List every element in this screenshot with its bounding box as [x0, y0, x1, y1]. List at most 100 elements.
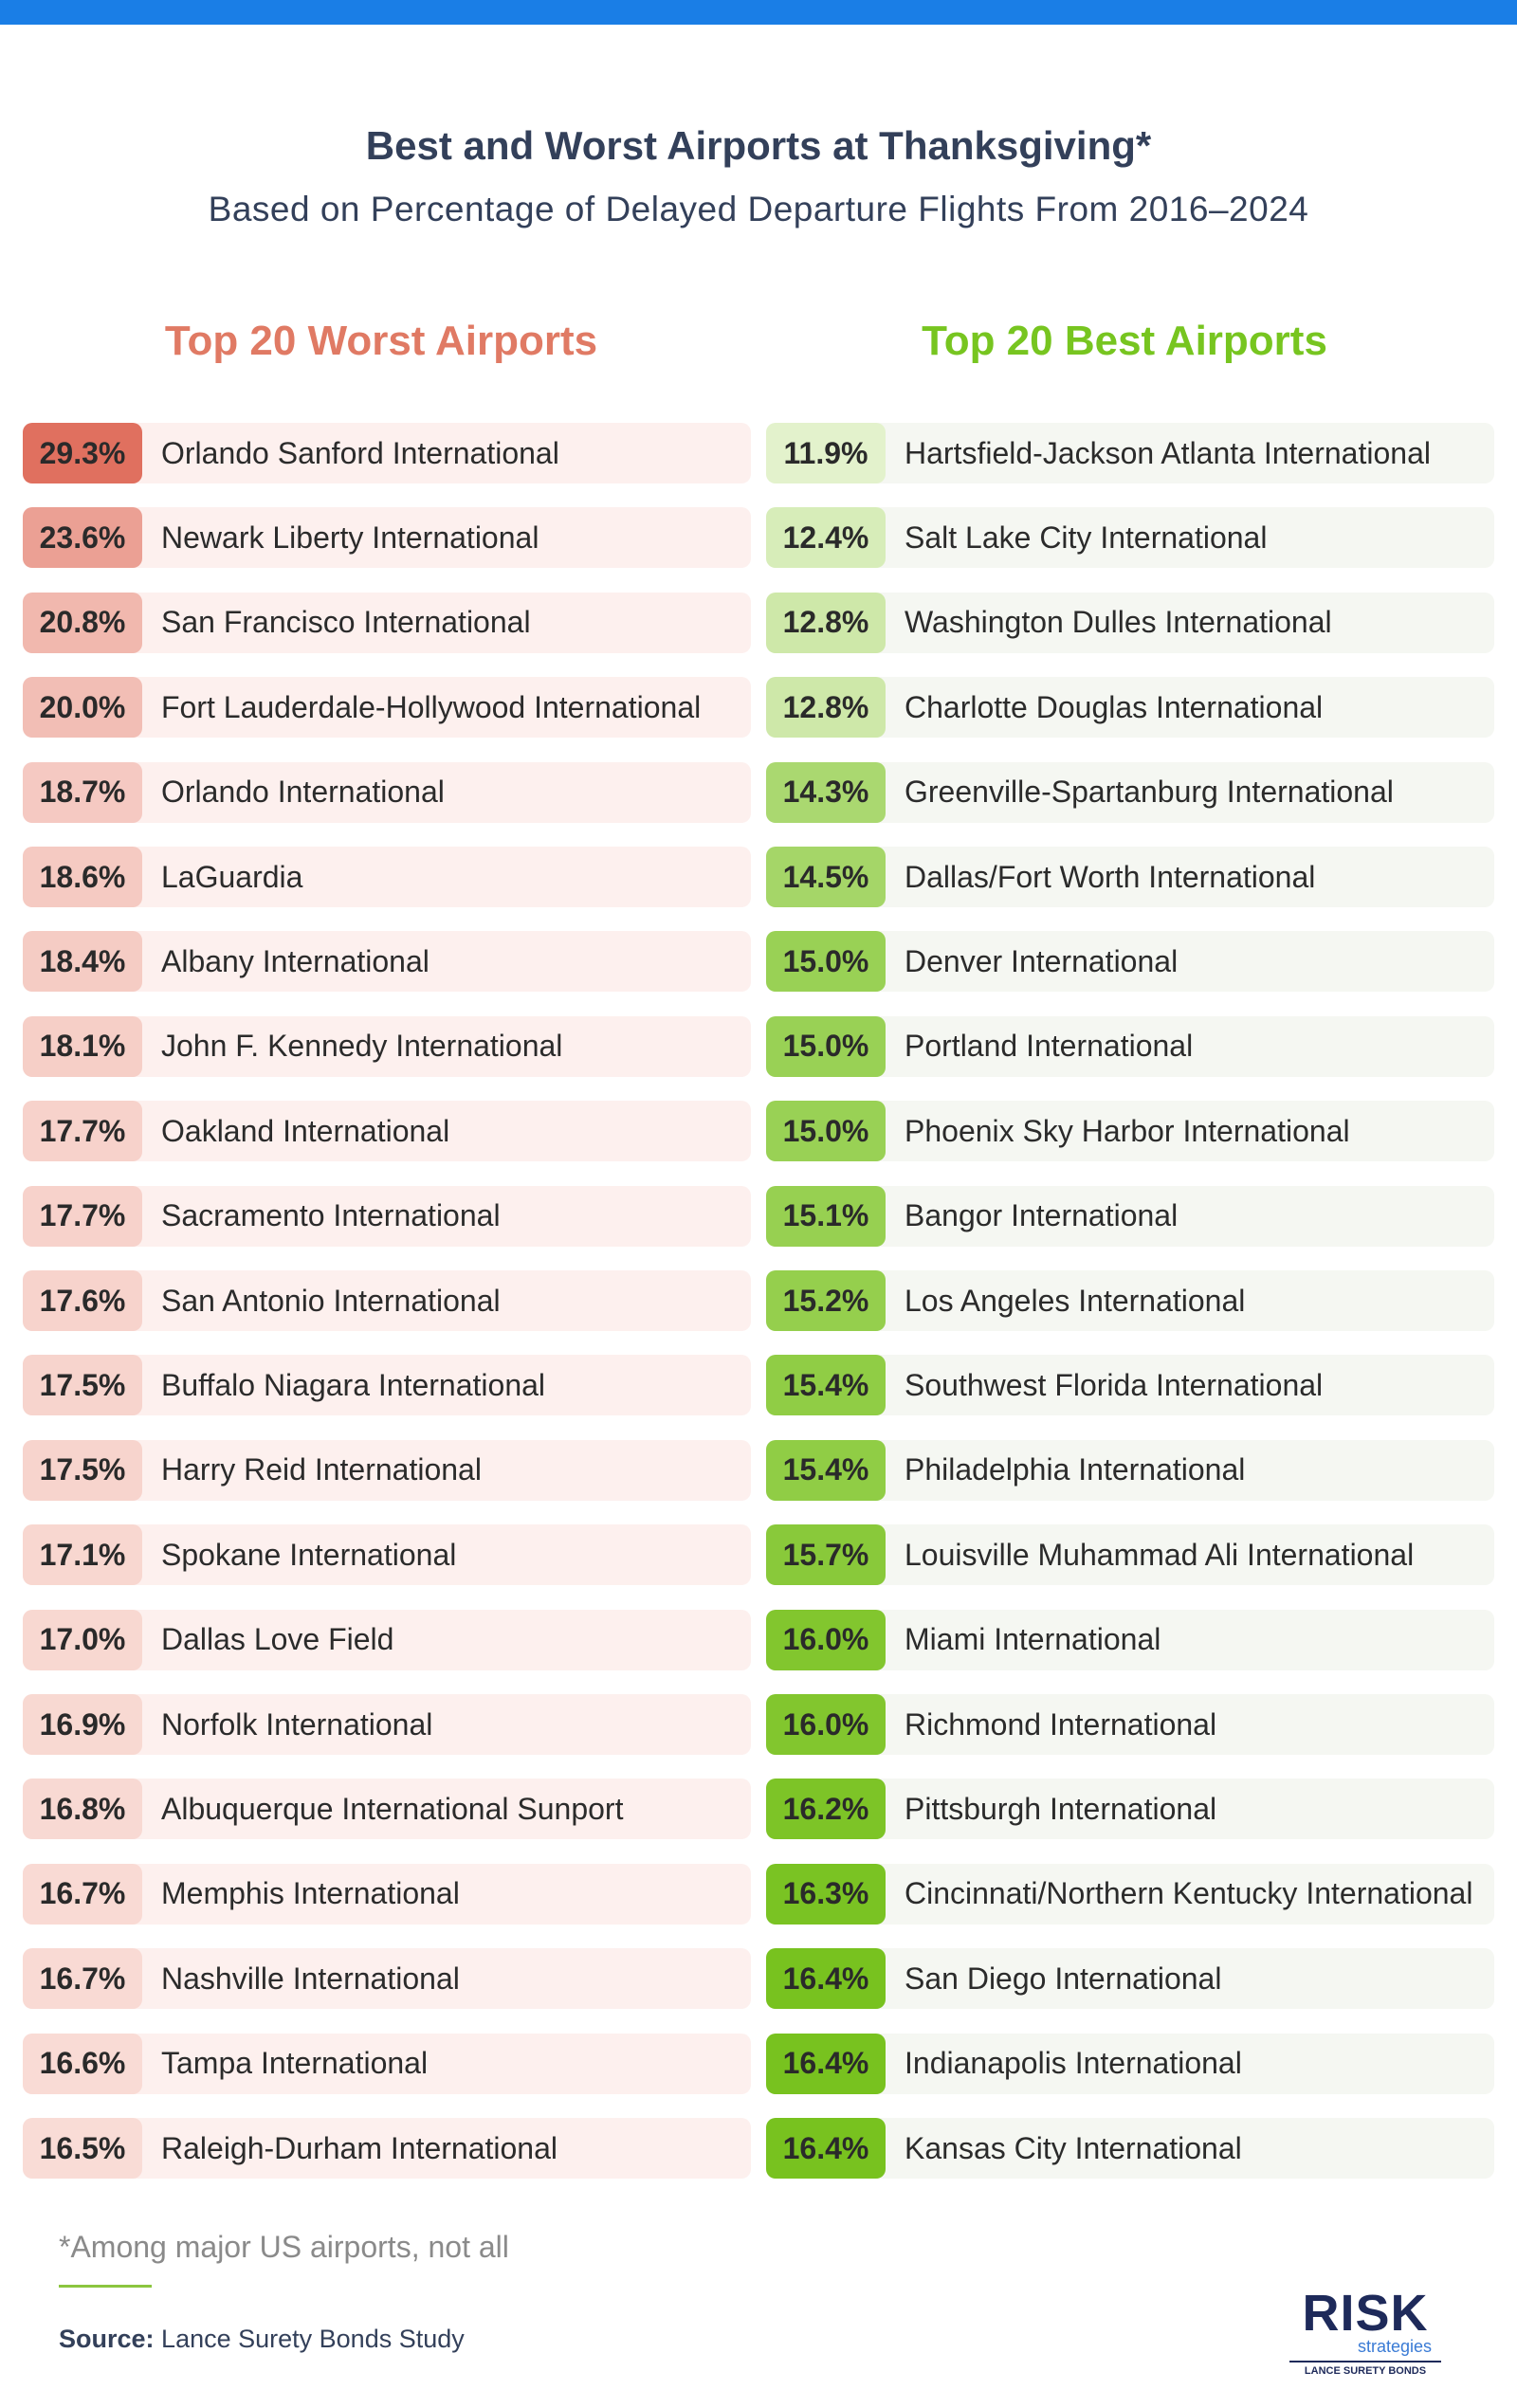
airport-row: 23.6% Newark Liberty International	[23, 507, 751, 569]
percent-label: 16.0%	[782, 1706, 869, 1742]
percent-badge: 12.8%	[766, 677, 886, 739]
percent-badge: 14.3%	[766, 761, 886, 823]
airport-row: 17.7% Sacramento International	[23, 1185, 751, 1247]
percent-label: 17.6%	[39, 1283, 126, 1318]
airport-row: 16.4% Indianapolis International	[766, 2033, 1494, 2094]
airport-row: 29.3% Orlando Sanford International	[23, 423, 751, 483]
percent-label: 15.0%	[782, 1029, 869, 1064]
airport-name: Louisville Muhammad Ali International	[905, 1537, 1415, 1572]
percent-label: 16.2%	[782, 1791, 869, 1826]
percent-badge: 16.7%	[23, 1863, 142, 1925]
percent-badge: 14.5%	[766, 847, 886, 907]
percent-label: 18.1%	[39, 1029, 126, 1064]
airport-name: Philadelphia International	[905, 1452, 1246, 1487]
airport-name: Salt Lake City International	[905, 520, 1268, 555]
airport-row: 17.5% Harry Reid International	[23, 1439, 751, 1501]
percent-label: 16.6%	[39, 2046, 126, 2081]
percent-badge: 15.7%	[766, 1524, 886, 1586]
percent-label: 15.4%	[782, 1367, 869, 1402]
percent-label: 16.4%	[782, 2046, 869, 2081]
percent-badge: 17.5%	[23, 1439, 142, 1501]
airport-name: Richmond International	[905, 1706, 1217, 1742]
percent-label: 16.4%	[782, 2130, 869, 2165]
airport-row: 16.4% Kansas City International	[766, 2118, 1494, 2179]
percent-label: 15.2%	[782, 1283, 869, 1318]
airport-row: 17.1% Spokane International	[23, 1524, 751, 1586]
percent-badge: 15.0%	[766, 1101, 886, 1162]
airport-row: 18.1% John F. Kennedy International	[23, 1015, 751, 1077]
airport-row: 17.7% Oakland International	[23, 1101, 751, 1162]
percent-badge: 15.4%	[766, 1439, 886, 1501]
percent-label: 14.5%	[782, 859, 869, 894]
percent-badge: 15.2%	[766, 1270, 886, 1331]
airport-name: John F. Kennedy International	[161, 1029, 563, 1064]
airport-row: 15.1% Bangor International	[766, 1185, 1494, 1247]
percent-badge: 17.5%	[23, 1355, 142, 1416]
logo-sub: strategies	[1357, 2337, 1432, 2356]
percent-label: 15.4%	[782, 1452, 869, 1487]
airport-name: San Francisco International	[161, 605, 531, 640]
airport-name: Dallas/Fort Worth International	[905, 859, 1316, 894]
percent-badge: 16.6%	[23, 2033, 142, 2094]
airport-row: 16.0% Miami International	[766, 1609, 1494, 1670]
percent-badge: 16.2%	[766, 1779, 886, 1840]
percent-label: 12.8%	[782, 689, 869, 724]
airport-name: Los Angeles International	[905, 1283, 1246, 1318]
airport-row: 15.4% Philadelphia International	[766, 1439, 1494, 1501]
percent-badge: 12.8%	[766, 592, 886, 653]
airport-row: 17.5% Buffalo Niagara International	[23, 1355, 751, 1416]
airport-name: Tampa International	[161, 2046, 429, 2081]
percent-label: 20.0%	[39, 689, 126, 724]
percent-badge: 29.3%	[23, 423, 142, 483]
percent-badge: 16.7%	[23, 1948, 142, 2010]
airport-name: Spokane International	[161, 1537, 457, 1572]
airport-row: 15.2% Los Angeles International	[766, 1270, 1494, 1331]
percent-badge: 23.6%	[23, 507, 142, 569]
airport-row: 18.6% LaGuardia	[23, 847, 751, 907]
airport-name: Hartsfield-Jackson Atlanta International	[905, 435, 1431, 470]
airport-row: 18.7% Orlando International	[23, 761, 751, 823]
percent-badge: 15.0%	[766, 1015, 886, 1077]
airport-row: 14.3% Greenville-Spartanburg Internationa…	[766, 761, 1494, 823]
percent-label: 16.7%	[39, 1876, 126, 1911]
percent-badge: 15.0%	[766, 931, 886, 993]
source: Source: Lance Surety Bonds Study	[59, 2325, 465, 2354]
percent-label: 16.3%	[782, 1876, 869, 1911]
airport-row: 18.4% Albany International	[23, 931, 751, 993]
source-label: Source:	[59, 2325, 155, 2353]
airport-name: Phoenix Sky Harbor International	[905, 1113, 1350, 1148]
percent-label: 15.1%	[782, 1198, 869, 1233]
percent-label: 16.9%	[39, 1706, 126, 1742]
percent-badge: 17.7%	[23, 1101, 142, 1162]
airport-row: 12.8% Charlotte Douglas International	[766, 677, 1494, 739]
percent-badge: 12.4%	[766, 507, 886, 569]
airport-name: Harry Reid International	[161, 1452, 482, 1487]
percent-badge: 16.0%	[766, 1694, 886, 1755]
airport-name: Portland International	[905, 1029, 1194, 1064]
percent-label: 29.3%	[39, 435, 126, 470]
percent-label: 11.9%	[783, 435, 868, 470]
airport-row: 15.4% Southwest Florida International	[766, 1355, 1494, 1416]
airport-row: 16.0% Richmond International	[766, 1694, 1494, 1755]
airport-row: 16.7% Memphis International	[23, 1863, 751, 1925]
percent-label: 18.7%	[39, 775, 126, 810]
logo: RISK strategies LANCE SURETY BONDS	[1289, 2288, 1441, 2377]
percent-label: 15.0%	[782, 943, 869, 978]
percent-badge: 18.6%	[23, 847, 142, 907]
airport-name: San Diego International	[905, 1961, 1222, 1996]
percent-label: 20.8%	[39, 605, 126, 640]
airport-row: 16.9% Norfolk International	[23, 1694, 751, 1755]
percent-badge: 16.5%	[23, 2118, 142, 2179]
airport-name: Sacramento International	[161, 1198, 501, 1233]
percent-badge: 17.1%	[23, 1524, 142, 1586]
percent-label: 15.0%	[782, 1113, 869, 1148]
airport-row: 20.0% Fort Lauderdale-Hollywood Internati…	[23, 677, 751, 739]
airport-name: Nashville International	[161, 1961, 460, 1996]
percent-badge: 17.6%	[23, 1270, 142, 1331]
airport-name: Denver International	[905, 943, 1179, 978]
percent-badge: 16.0%	[766, 1609, 886, 1670]
logo-tag: LANCE SURETY BONDS	[1289, 2361, 1441, 2377]
airport-name: Kansas City International	[905, 2130, 1242, 2165]
percent-label: 17.5%	[39, 1367, 126, 1402]
